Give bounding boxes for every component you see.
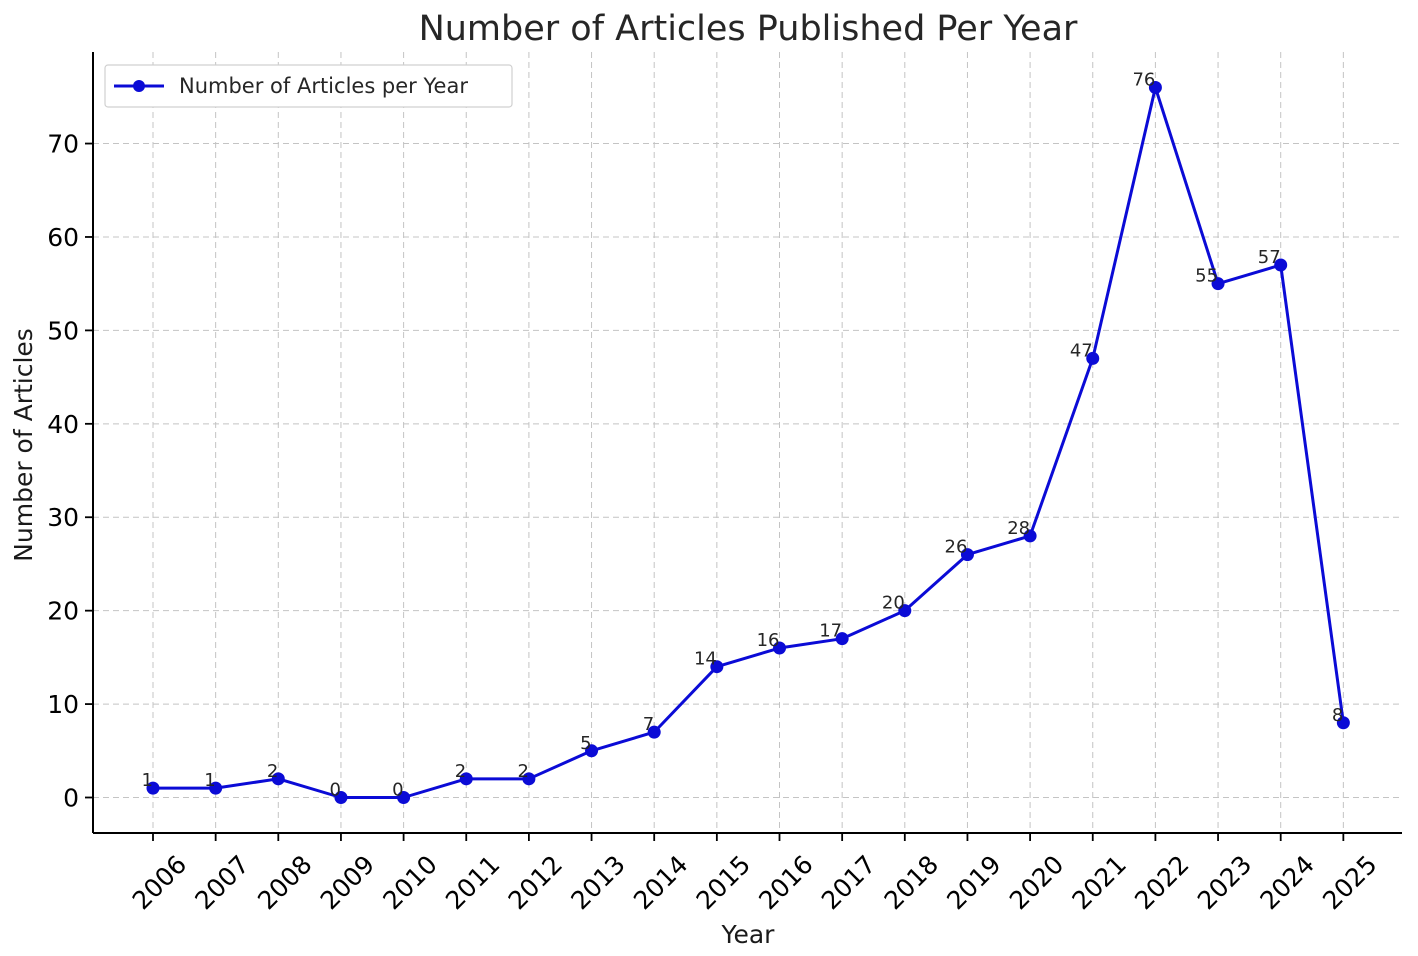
y-tick-label: 70	[47, 130, 79, 159]
x-tick-label: 2013	[565, 850, 630, 915]
data-point	[1336, 716, 1350, 730]
y-axis-ticks: 0 10 20 30 40 50 60 70	[47, 130, 93, 813]
legend: Number of Articles per Year	[104, 64, 513, 108]
x-tick-label: 2010	[377, 850, 442, 915]
series-line	[153, 86, 1345, 799]
data-label: 1	[204, 770, 215, 791]
data-label: 5	[580, 733, 591, 754]
data-point	[209, 781, 223, 795]
x-axis-label: Year	[721, 920, 776, 949]
data-label: 47	[1070, 340, 1093, 361]
x-tick-label: 2015	[691, 850, 756, 915]
x-tick-label: 2011	[440, 850, 505, 915]
data-label: 1	[142, 770, 153, 791]
x-tick-label: 2020	[1004, 850, 1069, 915]
data-point	[898, 604, 912, 618]
data-point	[1211, 277, 1225, 291]
data-label: 20	[882, 593, 905, 614]
data-point	[459, 772, 473, 786]
data-label: 14	[694, 649, 717, 670]
data-point	[1274, 258, 1288, 272]
x-tick-label: 2019	[941, 850, 1006, 915]
x-axis-ticks: 2006200720082009201020112012201320142015…	[127, 833, 1383, 915]
grid-lines	[93, 52, 1402, 833]
x-tick-label: 2008	[252, 850, 317, 915]
legend-marker-swatch	[133, 80, 145, 92]
x-tick-label: 2025	[1317, 850, 1382, 915]
x-tick-label: 2023	[1192, 850, 1257, 915]
y-tick-label: 0	[63, 784, 79, 813]
data-point	[146, 781, 160, 795]
data-point	[271, 772, 285, 786]
x-tick-label: 2017	[816, 850, 881, 915]
x-tick-label: 2006	[127, 850, 192, 915]
data-label: 2	[517, 761, 528, 782]
data-label: 17	[819, 621, 842, 642]
x-tick-label: 2024	[1254, 850, 1319, 915]
x-tick-label: 2021	[1067, 850, 1132, 915]
data-label: 26	[945, 537, 968, 558]
x-tick-label: 2016	[753, 850, 818, 915]
y-tick-label: 20	[47, 597, 79, 626]
x-tick-label: 2014	[628, 850, 693, 915]
data-label: 76	[1132, 70, 1155, 91]
x-tick-label: 2012	[503, 850, 568, 915]
x-tick-label: 2018	[879, 850, 944, 915]
y-tick-label: 50	[47, 316, 79, 345]
data-label: 2	[455, 761, 466, 782]
data-point	[835, 632, 849, 646]
data-point	[397, 791, 411, 804]
data-point	[960, 548, 974, 562]
data-label: 16	[757, 630, 780, 651]
y-tick-label: 30	[47, 503, 79, 532]
data-label: 2	[267, 761, 278, 782]
legend-frame	[104, 64, 513, 108]
y-axis-label: Number of Articles	[9, 328, 38, 562]
data-label: 0	[392, 780, 403, 801]
y-tick-label: 40	[47, 410, 79, 439]
data-label: 0	[329, 780, 340, 801]
data-point	[1148, 81, 1162, 94]
data-point	[1023, 529, 1037, 543]
x-tick-label: 2007	[189, 850, 254, 915]
x-tick-label: 2009	[315, 850, 380, 915]
y-tick-label: 10	[47, 690, 79, 719]
data-label: 7	[643, 714, 654, 735]
data-point	[773, 641, 786, 655]
data-point	[710, 660, 724, 674]
series-layer	[146, 81, 1350, 804]
data-point	[522, 772, 536, 786]
data-point	[1086, 351, 1100, 365]
data-label: 28	[1007, 518, 1030, 539]
data-label: 57	[1258, 247, 1281, 268]
legend-entry-label: Number of Articles per Year	[179, 74, 468, 98]
data-point	[647, 725, 661, 739]
y-tick-label: 60	[47, 223, 79, 252]
data-label: 55	[1195, 266, 1218, 287]
axes	[92, 52, 1402, 834]
chart-title: Number of Articles Published Per Year	[419, 9, 1078, 49]
data-point	[585, 744, 599, 758]
data-label: 8	[1332, 705, 1343, 726]
x-tick-label: 2022	[1129, 850, 1194, 915]
data-point	[334, 791, 348, 804]
